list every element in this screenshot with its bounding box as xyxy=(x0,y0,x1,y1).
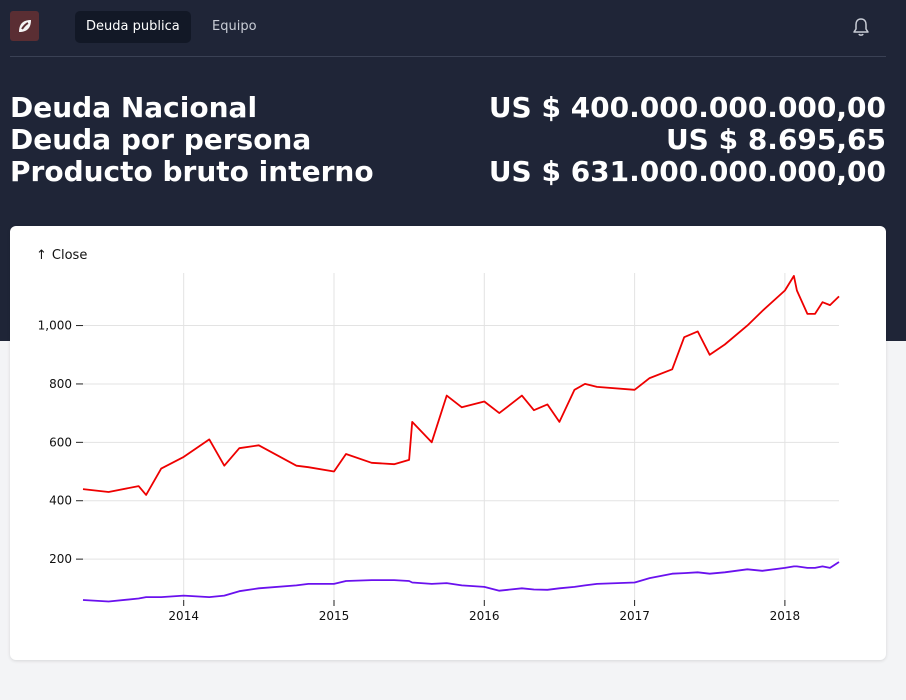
close-price-chart: 200 400 600 800 1,000 2014 2015 2016 2017 2018 xyxy=(38,273,840,623)
x-tick-label: 2014 xyxy=(168,609,199,623)
stat-label: Producto bruto interno xyxy=(10,155,374,188)
series-line-1 xyxy=(82,275,840,496)
stat-label: Deuda por persona xyxy=(10,123,312,156)
leaf-logo-icon[interactable] xyxy=(10,11,39,41)
y-tick-label: 600 xyxy=(49,435,72,449)
bell-icon[interactable] xyxy=(850,16,872,38)
x-tick-label: 2017 xyxy=(619,609,650,623)
stat-row-gdp: Producto bruto interno US $ 631.000.000.… xyxy=(10,156,886,188)
x-tick-label: 2015 xyxy=(319,609,350,623)
close-label: Close xyxy=(51,248,88,263)
close-link[interactable]: ↑ Close xyxy=(36,248,87,263)
stat-label: Deuda Nacional xyxy=(10,91,258,124)
chart-card: ↑ Close 200 400 600 800 1,000 2014 2015 2016 201… xyxy=(10,226,886,660)
top-nav: Deuda publica Equipo xyxy=(10,0,886,57)
stat-value: US $ 400.000.000.000,00 xyxy=(488,91,886,124)
tab-equipo[interactable]: Equipo xyxy=(212,19,257,34)
stat-value: US $ 8.695,65 xyxy=(665,123,886,156)
stat-row-national-debt: Deuda Nacional US $ 400.000.000.000,00 xyxy=(10,92,886,124)
y-tick-label: 400 xyxy=(49,494,72,508)
arrow-up-icon: ↑ xyxy=(36,248,47,263)
stat-row-debt-per-person: Deuda por persona US $ 8.695,65 xyxy=(10,124,886,156)
x-tick-label: 2016 xyxy=(469,609,500,623)
debt-stats: Deuda Nacional US $ 400.000.000.000,00 D… xyxy=(10,92,886,188)
y-tick-label: 1,000 xyxy=(38,319,72,333)
series-line-2 xyxy=(82,561,840,603)
y-tick-label: 800 xyxy=(49,377,72,391)
x-tick-label: 2018 xyxy=(770,609,801,623)
tab-deuda-publica[interactable]: Deuda publica xyxy=(75,11,191,43)
stat-value: US $ 631.000.000.000,00 xyxy=(488,155,886,188)
y-tick-label: 200 xyxy=(49,552,72,566)
